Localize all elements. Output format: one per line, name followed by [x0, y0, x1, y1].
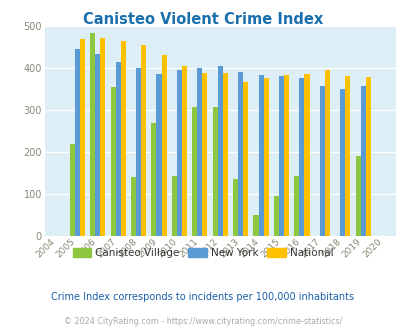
- Bar: [345, 76, 350, 236]
- Bar: [202, 73, 207, 236]
- Bar: [192, 107, 197, 236]
- Bar: [197, 68, 202, 236]
- Bar: [161, 55, 166, 236]
- Bar: [273, 196, 278, 236]
- Bar: [324, 70, 329, 236]
- Bar: [365, 77, 370, 236]
- Bar: [319, 86, 324, 236]
- Bar: [136, 68, 141, 236]
- Bar: [278, 76, 284, 236]
- Bar: [232, 180, 238, 236]
- Bar: [120, 41, 126, 236]
- Bar: [181, 66, 187, 236]
- Bar: [217, 66, 222, 236]
- Bar: [339, 89, 345, 236]
- Legend: Canisteo Village, New York, National: Canisteo Village, New York, National: [68, 244, 337, 262]
- Bar: [263, 78, 268, 236]
- Bar: [70, 144, 75, 236]
- Bar: [90, 33, 95, 236]
- Bar: [95, 54, 100, 236]
- Bar: [243, 82, 248, 236]
- Bar: [360, 86, 365, 236]
- Text: © 2024 CityRating.com - https://www.cityrating.com/crime-statistics/: © 2024 CityRating.com - https://www.city…: [64, 317, 341, 326]
- Bar: [156, 74, 161, 236]
- Bar: [222, 73, 227, 236]
- Bar: [355, 156, 360, 236]
- Bar: [130, 177, 136, 236]
- Bar: [100, 38, 105, 236]
- Bar: [284, 76, 288, 236]
- Bar: [75, 49, 80, 236]
- Bar: [238, 72, 243, 236]
- Bar: [115, 62, 120, 236]
- Text: Canisteo Violent Crime Index: Canisteo Violent Crime Index: [83, 12, 322, 26]
- Bar: [298, 78, 304, 236]
- Bar: [171, 176, 177, 236]
- Bar: [80, 39, 85, 236]
- Bar: [212, 107, 217, 236]
- Bar: [177, 70, 181, 236]
- Bar: [141, 45, 146, 236]
- Bar: [151, 123, 156, 236]
- Text: Crime Index corresponds to incidents per 100,000 inhabitants: Crime Index corresponds to incidents per…: [51, 292, 354, 302]
- Bar: [110, 87, 115, 236]
- Bar: [258, 75, 263, 236]
- Bar: [304, 74, 309, 236]
- Bar: [294, 176, 298, 236]
- Bar: [253, 215, 258, 236]
